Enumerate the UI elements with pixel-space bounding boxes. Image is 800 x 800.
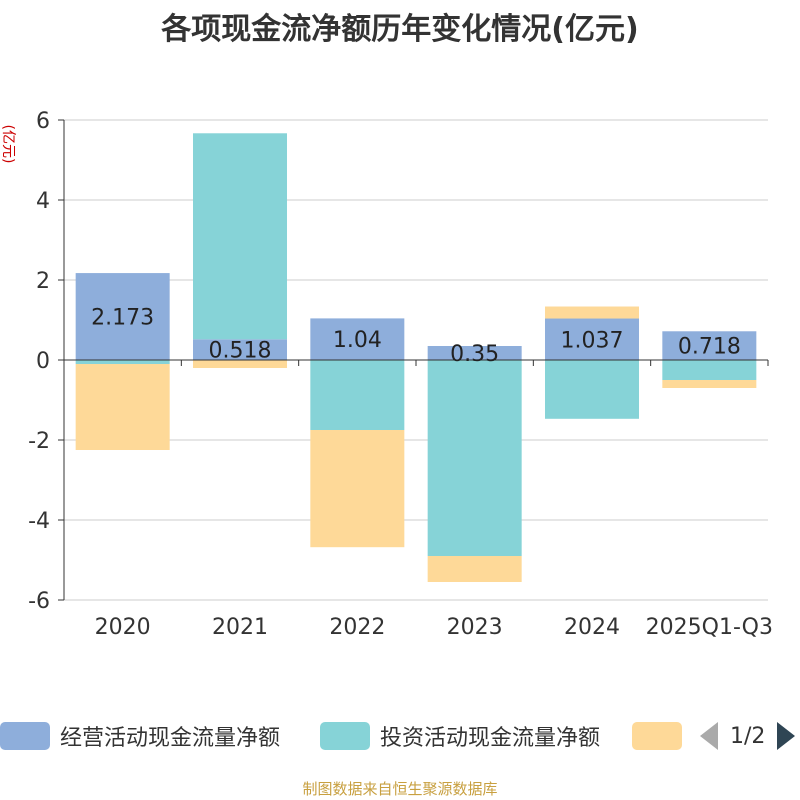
data-source-note: 制图数据来自恒生聚源数据库 xyxy=(302,780,498,798)
y-tick-label: 2 xyxy=(36,269,50,294)
bar-financing-2023 xyxy=(427,556,522,582)
data-label-operating: 0.518 xyxy=(209,339,272,364)
data-label-operating: 2.173 xyxy=(91,306,154,331)
data-label-operating: 0.35 xyxy=(450,342,499,367)
bar-investing-2024 xyxy=(545,360,639,419)
bar-investing-2020 xyxy=(75,360,170,364)
bar-financing-2022 xyxy=(310,430,405,548)
bar-investing-2021 xyxy=(193,133,287,340)
legend: 经营活动现金流量净额 投资活动现金流量净额 xyxy=(0,716,800,756)
legend-pager: 1/2 xyxy=(700,716,796,756)
legend-label-investing: 投资活动现金流量净额 xyxy=(380,726,601,751)
bar-operating-2021 xyxy=(193,339,287,360)
y-tick-label: -2 xyxy=(28,429,50,454)
legend-swatch-operating xyxy=(0,722,50,750)
x-tick-label: 2024 xyxy=(564,615,620,640)
pager-prev-icon[interactable] xyxy=(700,722,718,750)
chart-title: 各项现金流净额历年变化情况(亿元) xyxy=(161,12,639,47)
x-tick-label: 2025Q1-Q3 xyxy=(646,615,773,640)
legend-item-operating[interactable]: 经营活动现金流量净额 xyxy=(0,716,280,756)
bar-financing-2021 xyxy=(193,360,287,368)
legend-item-investing[interactable]: 投资活动现金流量净额 xyxy=(320,716,600,756)
data-label-operating: 0.718 xyxy=(678,335,741,360)
x-tick-label: 2020 xyxy=(95,615,151,640)
pager-next-icon[interactable] xyxy=(777,722,796,750)
data-label-operating: 1.04 xyxy=(333,328,382,353)
y-tick-label: 0 xyxy=(36,349,50,374)
bar-operating-2022 xyxy=(310,318,405,360)
y-tick-label: 4 xyxy=(36,189,50,214)
bar-investing-2025Q1-Q3 xyxy=(662,360,757,380)
bar-operating-2024 xyxy=(545,318,639,360)
bar-financing-2025Q1-Q3 xyxy=(662,380,757,388)
legend-swatch-financing xyxy=(632,722,682,750)
bar-financing-2020 xyxy=(75,364,170,450)
y-tick-label: 6 xyxy=(36,109,50,134)
y-axis-title: (亿元) xyxy=(0,125,16,164)
legend-item-financing[interactable] xyxy=(632,716,682,756)
bar-investing-2022 xyxy=(310,360,405,430)
bar-investing-2023 xyxy=(427,360,522,556)
y-tick-label: -6 xyxy=(28,589,50,614)
bar-financing-2024 xyxy=(545,306,639,319)
legend-label-operating: 经营活动现金流量净额 xyxy=(60,726,281,751)
x-tick-label: 2022 xyxy=(329,615,385,640)
data-label-operating: 1.037 xyxy=(561,328,624,353)
bar-operating-2020 xyxy=(75,273,170,360)
bar-operating-2023 xyxy=(427,346,522,360)
pager-page-text: 1/2 xyxy=(730,723,766,749)
legend-swatch-investing xyxy=(320,722,370,750)
bar-operating-2025Q1-Q3 xyxy=(662,331,757,360)
x-tick-label: 2021 xyxy=(212,615,268,640)
y-tick-label: -4 xyxy=(28,509,50,534)
x-tick-label: 2023 xyxy=(447,615,503,640)
cash-flow-chart: -6 -4 -2 0 2 4 6 (亿元) 2020 2021 2022 2023 2024 2025Q1… xyxy=(0,109,773,640)
